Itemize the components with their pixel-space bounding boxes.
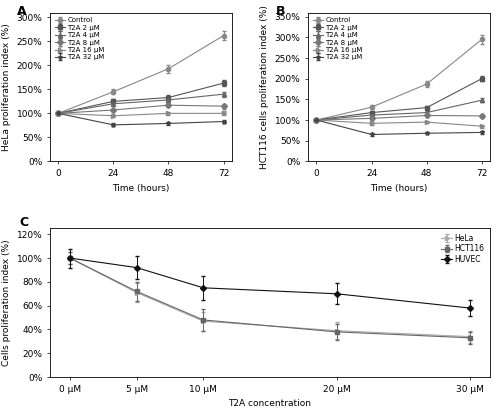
X-axis label: T2A concentration: T2A concentration <box>228 399 312 408</box>
Legend: Control, T2A 2 μM, T2A 4 μM, T2A 8 μM, T2A 16 μM, T2A 32 μM: Control, T2A 2 μM, T2A 4 μM, T2A 8 μM, T… <box>54 16 106 62</box>
Y-axis label: Cells proliferation index (%): Cells proliferation index (%) <box>2 239 11 366</box>
Text: A: A <box>18 5 27 18</box>
Y-axis label: HeLa proliferation index (%): HeLa proliferation index (%) <box>2 23 11 151</box>
Text: B: B <box>276 5 285 18</box>
Legend: Control, T2A 2 μM, T2A 4 μM, T2A 8 μM, T2A 16 μM, T2A 32 μM: Control, T2A 2 μM, T2A 4 μM, T2A 8 μM, T… <box>312 16 364 62</box>
Legend: HeLa, HCT116, HUVEC: HeLa, HCT116, HUVEC <box>440 232 486 265</box>
Y-axis label: HCT116 cells proliferation index (%): HCT116 cells proliferation index (%) <box>260 5 269 169</box>
X-axis label: Time (hours): Time (hours) <box>112 184 170 193</box>
Text: C: C <box>19 216 28 230</box>
X-axis label: Time (hours): Time (hours) <box>370 184 428 193</box>
